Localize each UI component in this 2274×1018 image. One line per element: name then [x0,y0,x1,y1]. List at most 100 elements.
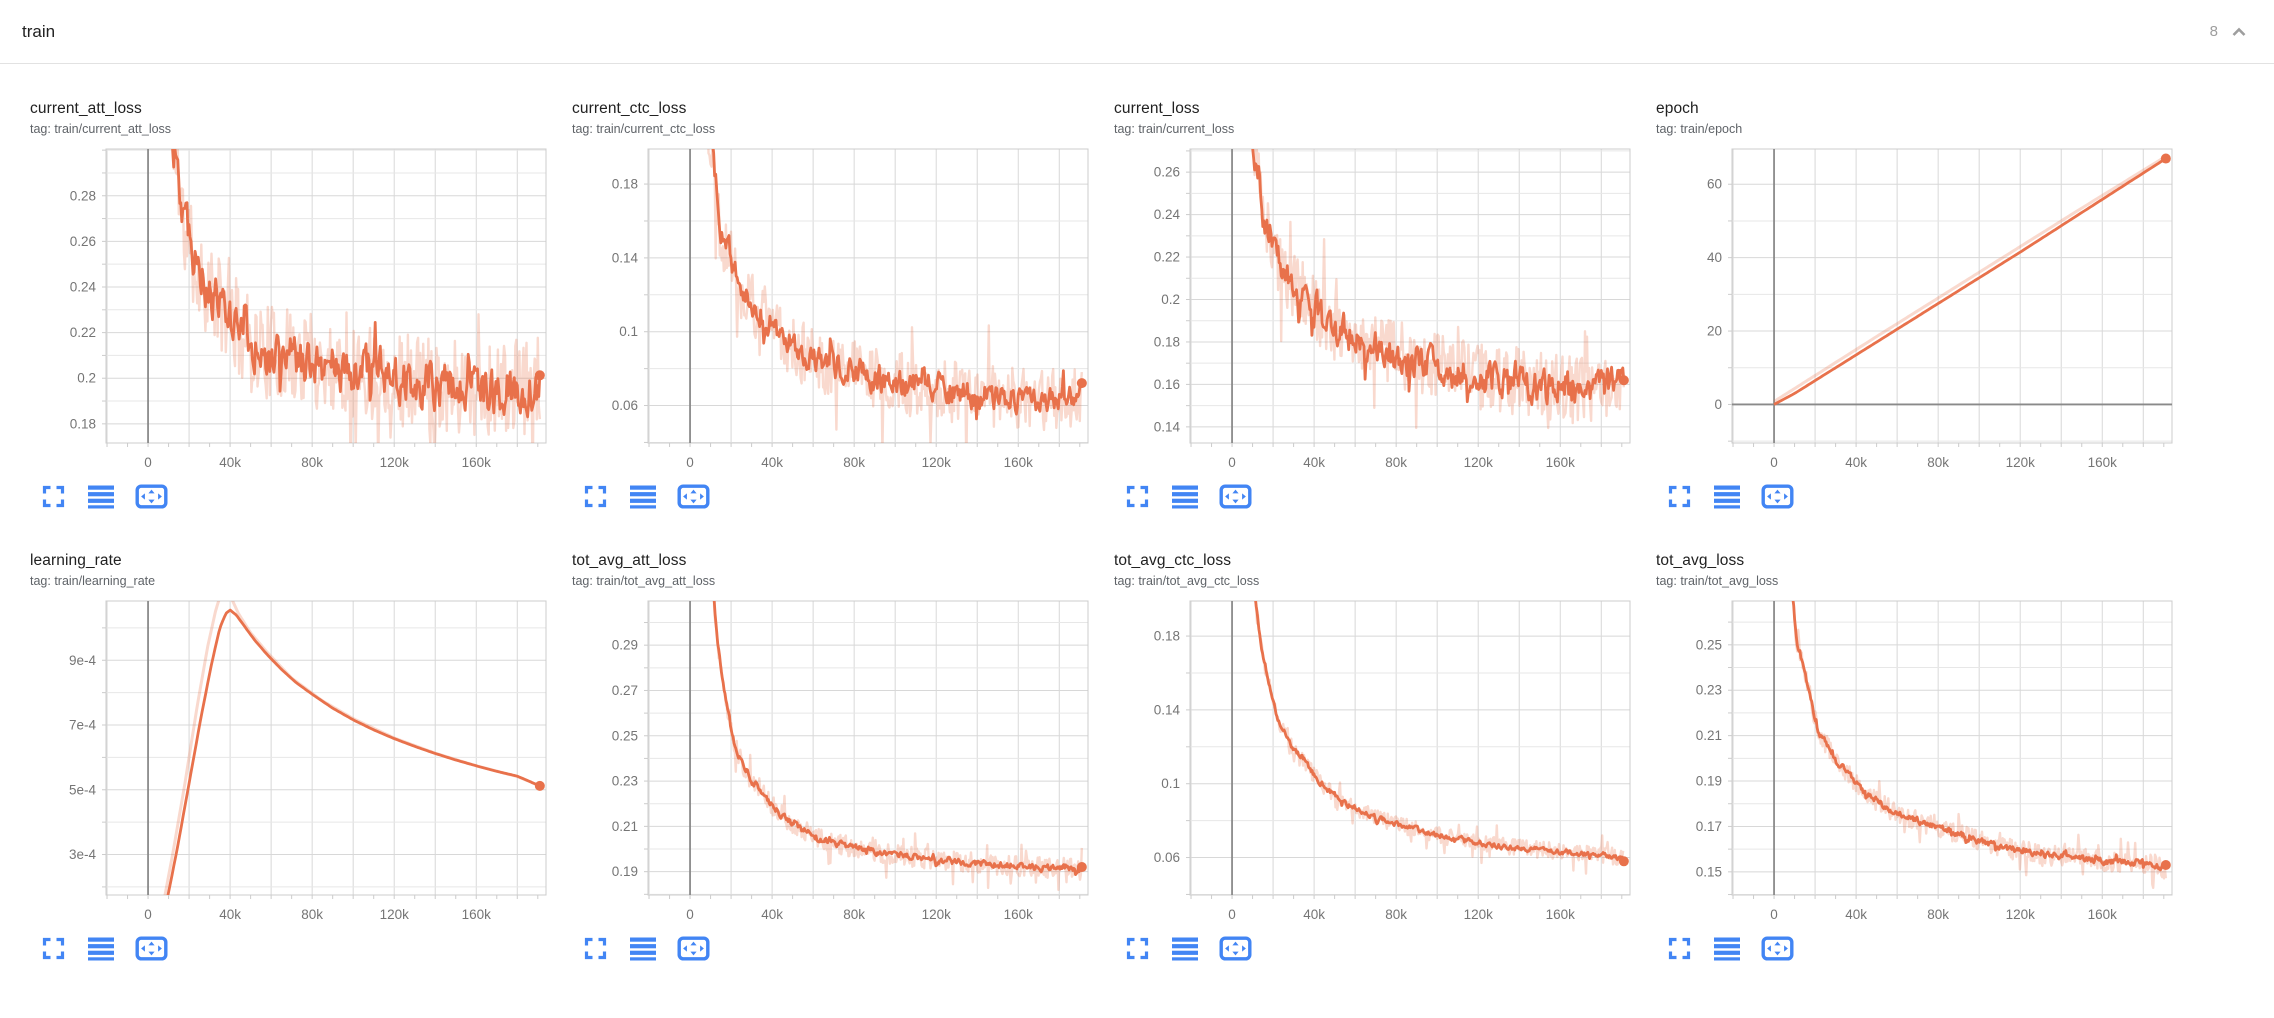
y-axis-tick-label: 0.18 [612,177,638,192]
chart-title: epoch [1656,100,1699,117]
y-axis-tick-label: 0.24 [70,279,97,294]
scalar-line-chart[interactable]: 0 40k 80k 120k 160k 0.19 0.21 0.23 0.25 0.27 0.29 [572,595,1092,929]
final-value-dot [2160,860,2171,871]
scalar-line-chart[interactable]: 0 40k 80k 120k 160k 0 20 40 60 [1656,143,2176,477]
chart-toolbar [572,479,1092,514]
y-axis-tick-label: 0.21 [612,819,638,834]
fullscreen-icon [584,937,607,960]
scalar-chart-card: current_att_loss tag: train/current_att_… [30,98,550,514]
expand-card-button[interactable] [1120,931,1155,966]
fullscreen-icon [42,485,65,508]
y-axis-tick-label: 0.2 [77,371,96,386]
scalar-chart-card: learning_rate tag: train/learning_rate 0… [30,550,550,966]
log-scale-button[interactable] [1709,479,1745,514]
chart-toolbar [30,931,550,966]
x-axis-tick-label: 40k [1303,907,1325,922]
raw-series-line [1252,149,1625,430]
x-axis-tick-label: 160k [2088,907,2118,922]
scalar-line-chart[interactable]: 0 40k 80k 120k 160k 0.14 0.16 0.18 0.2 0.22 0.24 0.… [1114,143,1634,477]
fit-domain-button[interactable] [131,932,172,965]
fit-domain-icon [677,484,710,509]
y-axis-tick-label: 0.22 [70,325,96,340]
section-card-count: 8 [2209,23,2218,40]
plot-border [1731,148,2173,444]
x-axis-tick-label: 40k [1303,455,1325,470]
chart-tag: tag: train/current_loss [1114,122,1235,136]
expand-card-button[interactable] [578,479,613,514]
scalar-chart-card: tot_avg_loss tag: train/tot_avg_loss 0 40… [1656,550,2176,966]
x-axis-tick-label: 0 [1228,907,1236,922]
smoothed-series-line [1251,149,1626,407]
y-axis-tick-label: 0.14 [612,250,639,265]
y-axis-tick-label: 0.1 [619,324,638,339]
chart-tag: tag: train/epoch [1656,122,1743,136]
fit-domain-button[interactable] [1215,480,1256,513]
y-axis-tick-label: 5e-4 [69,782,97,797]
y-axis-tick-label: 0.26 [70,234,96,249]
y-axis-tick-label: 0.23 [1696,683,1722,698]
final-value-dot [2160,153,2171,164]
chart-title: current_loss [1114,100,1200,117]
x-axis-tick-label: 120k [922,907,952,922]
x-axis-tick-label: 40k [761,907,783,922]
expand-card-button[interactable] [1120,479,1155,514]
fit-domain-button[interactable] [131,480,172,513]
y-axis-tick-label: 0.17 [1696,819,1722,834]
scalar-chart-card: epoch tag: train/epoch 0 40k 80k 120k 160k 0 2… [1656,98,2176,514]
log-scale-button[interactable] [83,479,119,514]
y-axis-tick-label: 0.19 [612,864,638,879]
y-axis-tick-label: 0.22 [1154,250,1180,265]
expand-card-button[interactable] [1662,931,1697,966]
section-header[interactable]: train 8 [0,0,2274,64]
y-axis-tick-label: 0.16 [1154,377,1180,392]
fit-domain-button[interactable] [1757,932,1798,965]
log-scale-button[interactable] [625,931,661,966]
final-value-dot [534,780,545,791]
x-axis-tick-label: 120k [1464,455,1494,470]
x-axis-tick-label: 120k [2006,907,2036,922]
chart-title: current_ctc_loss [572,100,687,117]
log-scale-button[interactable] [83,931,119,966]
y-axis-tick-label: 0.25 [1696,637,1722,652]
scalar-chart-card: tot_avg_att_loss tag: train/tot_avg_att_… [572,550,1092,966]
log-scale-button[interactable] [625,479,661,514]
expand-card-button[interactable] [36,479,71,514]
chart-tag: tag: train/current_ctc_loss [572,122,716,136]
x-axis-tick-label: 0 [1770,907,1778,922]
plot-border [105,148,547,444]
log-scale-button[interactable] [1167,479,1203,514]
fullscreen-icon [1126,485,1149,508]
scalar-line-chart[interactable]: 0 40k 80k 120k 160k 0.06 0.1 0.14 0.18 [572,143,1092,477]
y-axis-tick-label: 0.19 [1696,774,1722,789]
x-axis-tick-label: 160k [1004,455,1034,470]
x-axis-tick-label: 160k [462,455,492,470]
chevron-up-icon[interactable] [2228,21,2250,43]
expand-card-button[interactable] [36,931,71,966]
fit-domain-button[interactable] [673,480,714,513]
x-axis-tick-label: 160k [2088,455,2118,470]
fit-domain-icon [135,936,168,961]
y-axis-tick-label: 0.18 [70,416,96,431]
scalar-line-chart[interactable]: 0 40k 80k 120k 160k 0.18 0.2 0.22 0.24 0.26 0.28 [30,143,550,477]
scalar-line-chart[interactable]: 0 40k 80k 120k 160k 0.15 0.17 0.19 0.21 0.23 0.25 [1656,595,2176,929]
lines-icon [88,485,114,509]
chart-tag: tag: train/tot_avg_ctc_loss [1114,574,1260,588]
raw-series-line [712,601,1083,891]
log-scale-button[interactable] [1167,931,1203,966]
final-value-dot [1076,378,1087,389]
scalar-line-chart[interactable]: 0 40k 80k 120k 160k 0.06 0.1 0.14 0.18 [1114,595,1634,929]
fullscreen-icon [42,937,65,960]
scalar-line-chart[interactable]: 0 40k 80k 120k 160k 3e-4 5e-4 7e-4 9e-4 [30,595,550,929]
y-axis-tick-label: 0.23 [612,774,638,789]
fit-domain-button[interactable] [1215,932,1256,965]
expand-card-button[interactable] [578,931,613,966]
expand-card-button[interactable] [1662,479,1697,514]
fit-domain-button[interactable] [673,932,714,965]
plot-border [105,600,547,896]
plot-border [1731,600,2173,896]
x-axis-tick-label: 40k [219,907,241,922]
y-axis-tick-label: 0.06 [612,398,638,413]
fit-domain-button[interactable] [1757,480,1798,513]
smoothed-series-line [712,601,1083,877]
log-scale-button[interactable] [1709,931,1745,966]
